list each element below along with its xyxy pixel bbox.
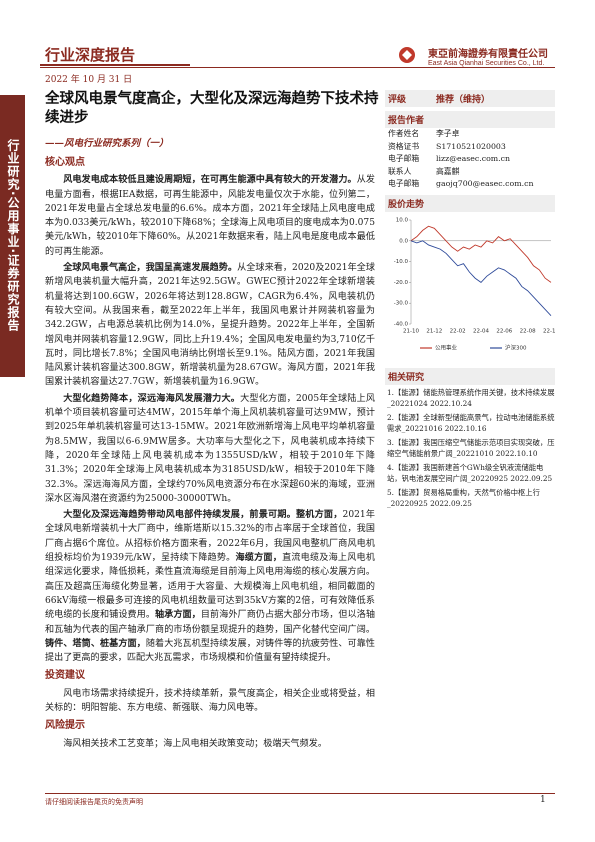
main-column: 核心观点风电发电成本较低且建设周期短，在可再生能源中具有较大的开发潜力。从发电量… (45, 152, 375, 802)
bold-text: 大型化趋势降本，深远海海风发展潜力大。 (63, 392, 241, 404)
rating-value: 推荐（维持） (436, 95, 491, 105)
field-label: 作者姓名 (388, 129, 420, 138)
analyst-row: 资格证书 S1710521020003 (385, 141, 555, 154)
sidebar: 行业研究·公用事业·证券研究报告 (0, 95, 25, 377)
legend-label: 沪深300 (505, 343, 527, 351)
series-line (410, 225, 552, 283)
y-tick-label: -20.0 (394, 279, 409, 285)
y-tick-label: -40.0 (394, 321, 409, 327)
related-item: 1.【能源】储能热管理系统作用关键，技术持续发展_20221024 2022.1… (387, 387, 555, 409)
rating: 评级 推荐（维持） (385, 90, 555, 107)
text: 大型化方面，2005年全球陆上风机单个项目装机容量可达4MW，2015年单个海上… (45, 393, 375, 504)
paragraph: 风电市场需求持续提升，技术持续革新，景气度高企，相关企业或将受益，相关标的：明阳… (45, 687, 375, 716)
text: 海风相关技术工艺变革；海上风电相关政策变动；极端天气频发。 (63, 738, 327, 749)
section-heading: 报告作者 (385, 111, 555, 128)
field-label: 联系人 (388, 166, 412, 176)
bold-text: 全球风电景气高企，我国呈高速发展趋势。 (63, 262, 238, 274)
related-list: 1.【能源】储能热管理系统作用关键，技术持续发展_20221024 2022.1… (385, 387, 555, 510)
text: 风电市场需求持续提升，技术持续革新，景气度高企，相关企业或将受益，相关标的：明阳… (45, 688, 375, 713)
bold-text: 铸件、塔筒、桩基方面， (45, 637, 146, 649)
section-heading: 投资建议 (45, 670, 85, 682)
bold-text: 风电发电成本较低且建设周期短，在可再生能源中具有较大的开发潜力。 (63, 174, 357, 186)
field-label: 电子邮箱 (388, 179, 420, 188)
y-tick-label: 10.0 (396, 217, 409, 223)
section-heading: 股价走势 (385, 194, 555, 212)
related-item: 5.【能源】贸易格局重构，天然气价格中枢上行_20220925 2022.09.… (387, 487, 540, 509)
section-heading: 核心观点 (45, 157, 85, 168)
series-line (410, 239, 552, 316)
paragraph: 全球风电景气高企，我国呈高速发展趋势。从全球来看，2020及2021年全球新增风… (45, 261, 375, 390)
x-tick-label: 22-10 (543, 328, 555, 334)
report-subtitle: ——风电行业研究系列（一） (45, 138, 169, 149)
section-heading: 风险提示 (45, 720, 85, 732)
field-label: 电子邮箱 (388, 154, 420, 163)
stock-chart: 10.0 0.0 -10.0 -20.0 -30.0 -40.021-10 21-12 22-… (394, 217, 560, 351)
logo (399, 47, 415, 63)
field-value: 高嘉麒 (436, 166, 460, 176)
related-item: 3.【能源】我国压缩空气储能示范项目实现突破，压缩空气储能前景广阔_202210… (387, 437, 555, 459)
company-name-en: East Asia Qianhai Securities Co., Ltd. (428, 60, 545, 67)
legend-label: 公用事业 (435, 343, 458, 351)
analyst-row: 电子邮箱 lizz@easec.com.cn (385, 153, 555, 166)
analyst-row: 作者姓名 李子卓 (385, 128, 555, 141)
field-value: lizz@easec.com.cn (436, 154, 511, 163)
bold-text: 轴承方面， (155, 609, 201, 621)
y-tick-label: -30.0 (394, 300, 409, 306)
analyst-table: 作者姓名 李子卓资格证书 S1710521020003 电子邮箱 lizz@easec.… (385, 128, 555, 191)
x-tick-label: 22-04 (473, 328, 489, 334)
rating-label: 评级 (388, 95, 407, 105)
page-number: 1 (540, 795, 546, 805)
paragraph: 大型化趋势降本，深远海海风发展潜力大。大型化方面，2005年全球陆上风机单个项目… (45, 392, 375, 506)
report-date: 2022 年 10 月 31 日 (45, 75, 133, 85)
field-label: 资格证书 (388, 141, 420, 151)
related-item: 4.【能源】我国新建首个GWh级全钒液流储能电站，钒电池发展空间广阔_20220… (387, 462, 553, 484)
related-item: 2.【能源】全球新型储能高景气，拉动电池储能系统需求_20221016 2022… (387, 412, 555, 434)
paragraph: 海风相关技术工艺变革；海上风电相关政策变动；极端天气频发。 (45, 737, 375, 751)
side-column: 评级 推荐（维持） 报告作者 作者姓名 李子卓资格证书 S1710521020003 电… (385, 90, 560, 510)
x-tick-label: 22-02 (450, 328, 466, 334)
analyst-row: 联系人 高嘉麒 (385, 166, 555, 179)
header-rule (40, 64, 190, 66)
x-tick-label: 21-12 (426, 328, 442, 334)
text: 从全球来看，2020及2021年全球新增风电装机量大幅升高，2021年达92.5… (45, 263, 375, 388)
x-tick-label: 22-06 (496, 328, 512, 334)
text: 目前海外厂商仍占据大部分市场，但以洛轴和瓦轴为代表的国产轴承厂商的市场份额呈现提… (45, 610, 375, 635)
section-heading: 相关研究 (385, 367, 555, 385)
header-rule (40, 67, 555, 68)
bold-text: 海缆方面， (235, 552, 283, 564)
field-value: 李子卓 (436, 129, 460, 138)
y-tick-label: -10.0 (394, 259, 409, 265)
field-value: S1710521020003 (436, 141, 506, 151)
paragraph: 大型化及深远海趋势带动风电部件持续发展，前景可期。整机方面，2021年全球风电新… (45, 508, 375, 665)
text: 2021年全球风电新增装机十大厂商中，维斯塔斯以15.32%的市占率居于全球首位… (45, 510, 375, 564)
x-tick-label: 22-08 (520, 328, 536, 334)
y-tick-label: 0.0 (399, 238, 408, 244)
text: 直流电缆及海上风电机组深远化要求，降低损耗，柔性直流海缆是目前海上风电用海缆的核… (45, 553, 375, 621)
text: 随着大兆瓦机型持续发展，对铸件等的抗疲劳性、可靠性提出了更高的要求，匹配大兆瓦需… (45, 638, 375, 664)
company-name: 東亞前海證券有限責任公司 (428, 49, 548, 60)
x-tick-label: 21-10 (403, 328, 419, 334)
bold-text: 大型化及深远海趋势带动风电部件持续发展，前景可期。整机方面， (63, 509, 343, 521)
footer: 请仔细阅读报告尾页的免责声明 (45, 793, 555, 807)
analyst-row: 电子邮箱 gaojq700@easec.com.cn (385, 178, 555, 191)
paragraph: 风电发电成本较低且建设周期短，在可再生能源中具有较大的开发潜力。从发电量方面看，… (45, 173, 375, 259)
text: 从发电量方面看，根据IEA数据，可再生能源中，风能发电量仅次于水能，位列第二，2… (45, 175, 375, 257)
report-title: 全球风电景气度高企，大型化及深远海趋势下技术持续进步 (45, 91, 379, 126)
report-type: 行业深度报告 (45, 46, 136, 64)
field-value: gaojq700@easec.com.cn (436, 179, 534, 188)
